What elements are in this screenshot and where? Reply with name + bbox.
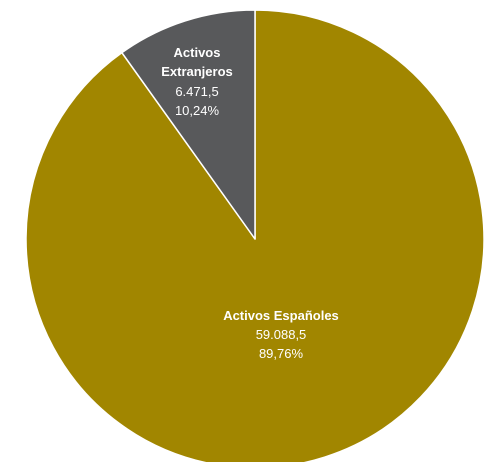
slice-label-spanish-value: 59.088,5 xyxy=(256,327,307,342)
slice-label-spanish-percent: 89,76% xyxy=(259,346,304,361)
slice-label-foreign-name-line1: Activos xyxy=(174,45,221,60)
pie-slice-activos-espanoles xyxy=(25,9,485,462)
slice-label-foreign-name-line2: Extranjeros xyxy=(161,64,233,79)
slice-label-spanish-name: Activos Españoles xyxy=(223,308,339,323)
pie-slice-activos-extranjeros xyxy=(121,9,256,240)
slice-label-foreign-percent: 10,24% xyxy=(175,103,220,118)
pie-slices xyxy=(25,9,485,462)
slice-label-foreign-value: 6.471,5 xyxy=(175,84,218,99)
